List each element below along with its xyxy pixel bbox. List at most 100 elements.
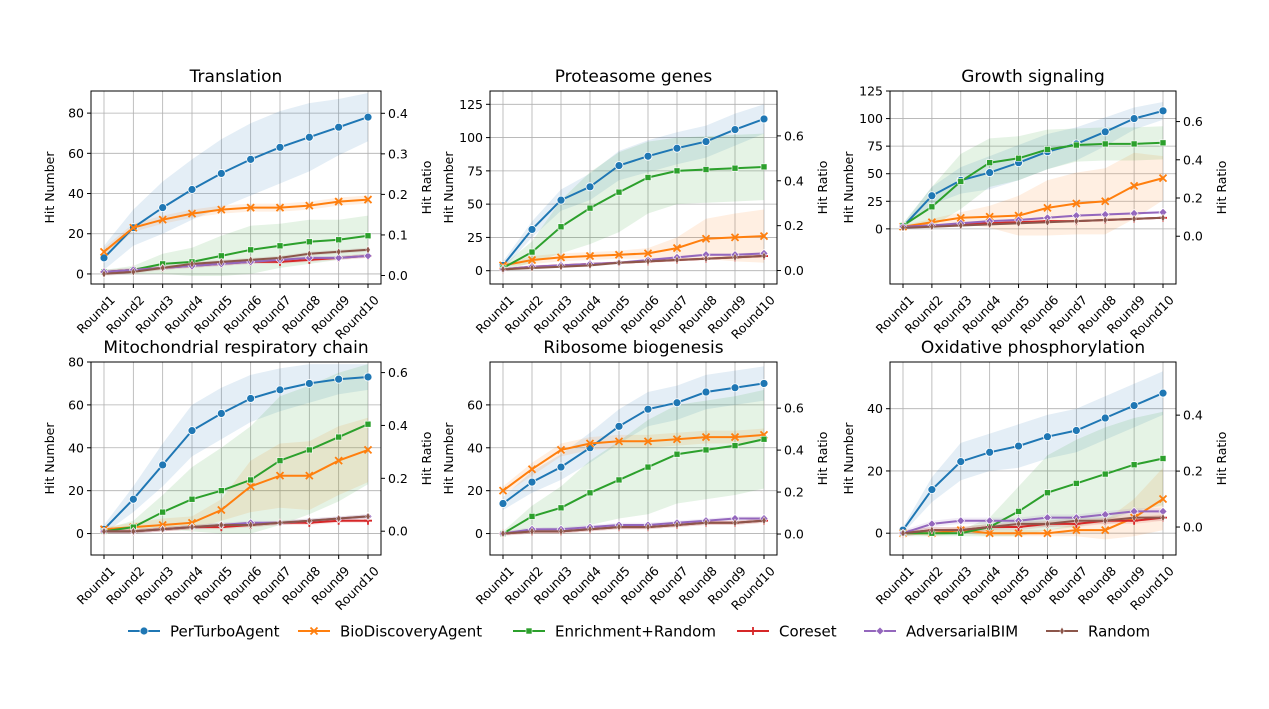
point-perturboagent bbox=[672, 398, 682, 408]
point-random bbox=[558, 526, 564, 536]
point-perturboagent bbox=[1043, 432, 1052, 442]
panel-translation: 0204060800.00.10.20.30.4Round1Round2Roun… bbox=[42, 67, 434, 342]
point-perturboagent bbox=[730, 125, 740, 135]
point-biodiscoveryagent bbox=[556, 445, 566, 455]
point-enrichment-random bbox=[586, 204, 594, 212]
y2-tick-label: 0.2 bbox=[784, 485, 804, 500]
point-random bbox=[277, 253, 283, 263]
point-random bbox=[761, 251, 767, 261]
line-enrichment-random bbox=[903, 457, 1164, 535]
point-perturboagent bbox=[99, 253, 109, 263]
y2-tick-label: 0.6 bbox=[1183, 114, 1203, 129]
point-random bbox=[674, 520, 680, 530]
point-perturboagent bbox=[216, 169, 226, 178]
point-biodiscoveryagent bbox=[498, 486, 508, 495]
y2-tick-label: 0.2 bbox=[1183, 464, 1203, 479]
legend-label: Coreset bbox=[779, 623, 837, 641]
legend-item-enrichment-random: Enrichment+Random bbox=[513, 623, 716, 641]
panel-growth-signaling: 02550751001250.00.20.40.6Round1Round2Rou… bbox=[841, 67, 1229, 342]
point-random bbox=[732, 518, 738, 528]
point-random bbox=[958, 525, 964, 535]
point-enrichment-random bbox=[1015, 154, 1022, 162]
band-perturboagent bbox=[503, 104, 764, 270]
y-tick-label: 40 bbox=[68, 440, 84, 455]
point-random bbox=[674, 255, 680, 265]
point-perturboagent bbox=[527, 225, 537, 234]
point-random bbox=[277, 518, 283, 528]
point-perturboagent bbox=[128, 494, 138, 504]
point-random bbox=[500, 529, 506, 539]
point-adversarialbim bbox=[363, 251, 373, 261]
line-biodiscoveryagent bbox=[903, 498, 1164, 535]
point-biodiscoveryagent bbox=[1158, 173, 1168, 183]
point-random bbox=[1044, 519, 1050, 529]
y-tick-label: 25 bbox=[867, 194, 883, 209]
point-random bbox=[130, 526, 136, 536]
line-perturboagent bbox=[103, 376, 369, 530]
point-biodiscoveryagent bbox=[1072, 199, 1081, 208]
y2-tick-label: 0.0 bbox=[388, 268, 408, 283]
point-perturboagent bbox=[304, 379, 314, 388]
y2-tick-label: 0.4 bbox=[1183, 408, 1203, 423]
point-biodiscoveryagent bbox=[1043, 203, 1052, 213]
point-biodiscoveryagent bbox=[1158, 494, 1168, 504]
point-random bbox=[587, 260, 593, 270]
y-tick-label: 75 bbox=[467, 163, 483, 178]
point-biodiscoveryagent bbox=[217, 205, 226, 214]
point-biodiscoveryagent bbox=[246, 203, 255, 212]
point-random bbox=[616, 258, 622, 268]
y2-tick-label: 0.2 bbox=[388, 471, 408, 486]
point-random bbox=[1131, 214, 1137, 224]
legend-label: Random bbox=[1088, 623, 1150, 641]
point-random bbox=[248, 255, 254, 265]
band-perturboagent bbox=[503, 366, 764, 510]
point-biodiscoveryagent bbox=[956, 213, 965, 222]
line-biodiscoveryagent bbox=[103, 198, 369, 253]
point-enrichment-random bbox=[760, 163, 768, 171]
point-random bbox=[1016, 519, 1022, 529]
y2-tick-label: 0.6 bbox=[784, 128, 804, 143]
line-adversarialbim bbox=[902, 510, 1163, 535]
point-random bbox=[160, 524, 166, 534]
legend-marker bbox=[749, 627, 757, 635]
point-random bbox=[987, 219, 993, 229]
point-perturboagent bbox=[643, 151, 653, 161]
point-enrichment-random bbox=[1073, 480, 1080, 487]
y-tick-label: 0 bbox=[875, 526, 883, 541]
band-enrichment-random bbox=[104, 364, 368, 534]
point-random bbox=[987, 522, 993, 532]
point-perturboagent bbox=[498, 499, 508, 508]
band-enrichment-random bbox=[503, 389, 764, 536]
y2-tick-label: 0.0 bbox=[1183, 520, 1203, 535]
point-enrichment-random bbox=[673, 167, 681, 175]
point-random bbox=[248, 520, 254, 530]
legend-marker bbox=[1059, 626, 1065, 636]
point-random bbox=[1160, 513, 1166, 523]
point-random bbox=[1102, 215, 1108, 225]
point-perturboagent bbox=[614, 421, 624, 431]
y-tick-label: 80 bbox=[68, 106, 84, 121]
point-perturboagent bbox=[304, 132, 314, 142]
point-random bbox=[130, 267, 136, 277]
y2-tick-label: 0.1 bbox=[388, 227, 408, 242]
point-random bbox=[1102, 516, 1108, 526]
y-tick-label: 60 bbox=[68, 146, 84, 161]
y2-tick-label: 0.3 bbox=[388, 146, 408, 161]
point-perturboagent bbox=[1014, 441, 1023, 451]
y-tick-label: 100 bbox=[459, 130, 483, 145]
legend: PerTurboAgent BioDiscoveryAgent Enrichment… bbox=[128, 623, 1150, 641]
point-enrichment-random bbox=[1159, 455, 1167, 462]
point-perturboagent bbox=[701, 137, 711, 146]
point-enrichment-random bbox=[731, 164, 739, 172]
point-perturboagent bbox=[1129, 114, 1139, 123]
point-random bbox=[900, 223, 906, 233]
panel-title: Oxidative phosphorylation bbox=[921, 338, 1145, 358]
point-enrichment-random bbox=[615, 476, 623, 484]
point-enrichment-random bbox=[276, 242, 284, 250]
point-perturboagent bbox=[1158, 106, 1168, 116]
line-biodiscoveryagent bbox=[502, 235, 765, 267]
point-random bbox=[1044, 217, 1050, 227]
point-biodiscoveryagent bbox=[527, 255, 537, 265]
point-enrichment-random bbox=[364, 232, 372, 240]
line-perturboagent bbox=[502, 382, 765, 505]
